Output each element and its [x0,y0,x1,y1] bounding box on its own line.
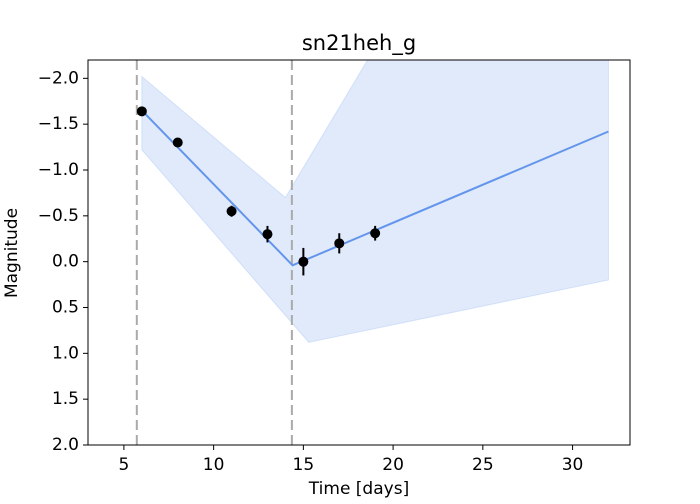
x-tick-label: 25 [472,455,494,475]
chart-title: sn21heh_g [302,31,416,56]
y-tick-label: 0.5 [52,298,79,318]
data-point [334,238,345,249]
x-tick-label: 30 [562,455,584,475]
x-tick-label: 10 [203,455,225,475]
model-line [141,109,609,267]
y-tick-label: 1.5 [52,389,79,409]
data-point [172,137,183,148]
x-axis-label: Time [days] [308,479,409,499]
plot-area [135,60,609,445]
data-point [262,229,273,240]
data-point [370,228,381,239]
confidence-band [141,60,609,343]
x-tick-label: 5 [118,455,129,475]
y-tick-label: 1.0 [52,343,79,363]
x-tick-label: 15 [293,455,315,475]
data-point [298,256,309,267]
y-axis-label: Magnitude [2,208,22,298]
data-point [136,106,147,117]
x-tick-label: 20 [382,455,404,475]
y-tick-label: −1.5 [38,114,79,134]
y-tick-label: 2.0 [52,435,79,455]
y-tick-label: 0.0 [52,252,79,272]
y-tick-label: −0.5 [38,206,79,226]
data-point [226,206,237,217]
y-tick-label: −2.0 [38,68,79,88]
y-tick-label: −1.0 [38,160,79,180]
plot-frame [87,59,631,446]
